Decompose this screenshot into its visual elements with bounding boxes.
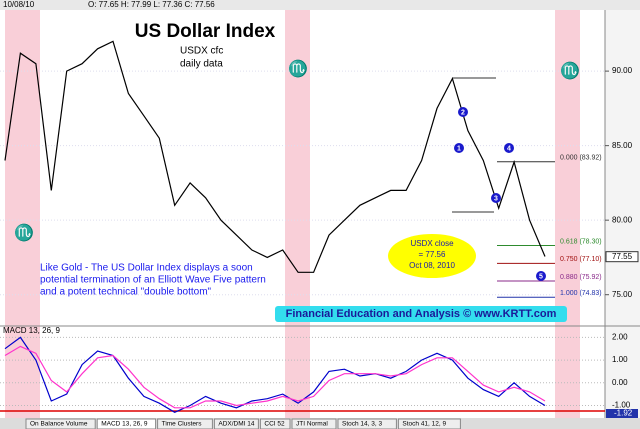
wave-label: 1 bbox=[457, 145, 461, 152]
wave-marker-bg bbox=[536, 271, 546, 281]
note: and a potent technical "double bottom" bbox=[40, 287, 212, 298]
tab-label[interactable]: Stoch 14, 3, 3 bbox=[342, 421, 382, 428]
y-tick-label: -1.00 bbox=[612, 401, 631, 410]
tab[interactable] bbox=[291, 418, 337, 429]
y-tick-label: 90.00 bbox=[612, 66, 633, 75]
banner: Financial Education and Analysis © www.K… bbox=[286, 308, 557, 320]
highlight-band bbox=[555, 10, 580, 418]
subtitle: USDX cfc bbox=[180, 46, 223, 57]
last-price-box bbox=[605, 251, 639, 263]
tab[interactable] bbox=[157, 418, 213, 429]
last-price-label: 77.55 bbox=[612, 252, 633, 261]
tab-label[interactable]: On Balance Volume bbox=[30, 421, 88, 428]
banner-bg bbox=[275, 306, 567, 322]
header-date: 10/08/10 bbox=[3, 0, 35, 9]
y-tick-label: 2.00 bbox=[612, 332, 628, 341]
y-tick-label: 1.00 bbox=[612, 355, 628, 364]
note: Like Gold - The US Dollar Index displays… bbox=[40, 263, 253, 274]
tab-label[interactable]: ADX/DMI 14 bbox=[218, 421, 255, 428]
macd-line bbox=[4, 345, 546, 409]
current-label: -1.92 bbox=[614, 409, 633, 418]
astro-marker: ♏ bbox=[14, 223, 34, 242]
close-note: Oct 08, 2010 bbox=[409, 261, 455, 270]
highlight-band bbox=[285, 10, 310, 418]
axis-panel bbox=[605, 0, 640, 429]
wave-marker-bg bbox=[458, 107, 468, 117]
y-tick-label: 80.00 bbox=[612, 215, 633, 224]
tab-label[interactable]: Stoch 41, 12, 9 bbox=[402, 421, 446, 428]
fib-label: 0.618 (78.30) bbox=[560, 238, 602, 245]
close-note: = 77.56 bbox=[419, 250, 446, 259]
macd-line bbox=[4, 336, 546, 413]
note: potential termination of an Elliott Wave… bbox=[40, 275, 266, 286]
y-tick-label: 75.00 bbox=[612, 290, 633, 299]
header-bar bbox=[0, 0, 640, 10]
wave-marker-bg bbox=[454, 143, 464, 153]
tab-label[interactable]: CCI 52 bbox=[264, 421, 285, 428]
fib-label: 0.000 (83.92) bbox=[560, 155, 602, 162]
price-line bbox=[4, 40, 546, 273]
tab[interactable] bbox=[259, 418, 291, 429]
wave-label: 4 bbox=[507, 145, 511, 152]
y-tick-label: 0.00 bbox=[612, 378, 628, 387]
fib-label: 0.750 (77.10) bbox=[560, 256, 602, 263]
y-tick-label: 85.00 bbox=[612, 141, 633, 150]
macd-title: MACD 13, 26, 9 bbox=[3, 326, 60, 335]
close-note: USDX close bbox=[410, 239, 454, 248]
tab-label[interactable]: Time Clusters bbox=[162, 421, 203, 428]
subtitle: daily data bbox=[180, 59, 223, 70]
fib-label: 1.000 (74.83) bbox=[560, 290, 602, 297]
wave-label: 2 bbox=[461, 109, 465, 116]
chart-title: US Dollar Index bbox=[135, 21, 276, 42]
fib-label: 0.880 (75.92) bbox=[560, 274, 602, 281]
wave-marker-bg bbox=[504, 143, 514, 153]
wave-label: 5 bbox=[539, 273, 543, 280]
wave-marker-bg bbox=[491, 193, 501, 203]
header-ohlc: O: 77.65 H: 77.99 L: 77.36 C: 77.56 bbox=[88, 0, 215, 9]
tab[interactable] bbox=[397, 418, 461, 429]
astro-marker: ♏ bbox=[288, 59, 308, 78]
tab[interactable] bbox=[213, 418, 259, 429]
tab-label[interactable]: JTI Normal bbox=[296, 421, 328, 428]
current-label-box bbox=[606, 409, 638, 418]
wave-label: 3 bbox=[494, 195, 498, 202]
tab[interactable] bbox=[96, 418, 157, 429]
tab-label[interactable]: MACD 13, 26, 9 bbox=[101, 421, 148, 428]
tab[interactable] bbox=[337, 418, 397, 429]
close-note-bg bbox=[388, 234, 476, 278]
highlight-band bbox=[5, 10, 40, 418]
tab[interactable] bbox=[25, 418, 96, 429]
astro-marker: ♏ bbox=[560, 61, 580, 80]
